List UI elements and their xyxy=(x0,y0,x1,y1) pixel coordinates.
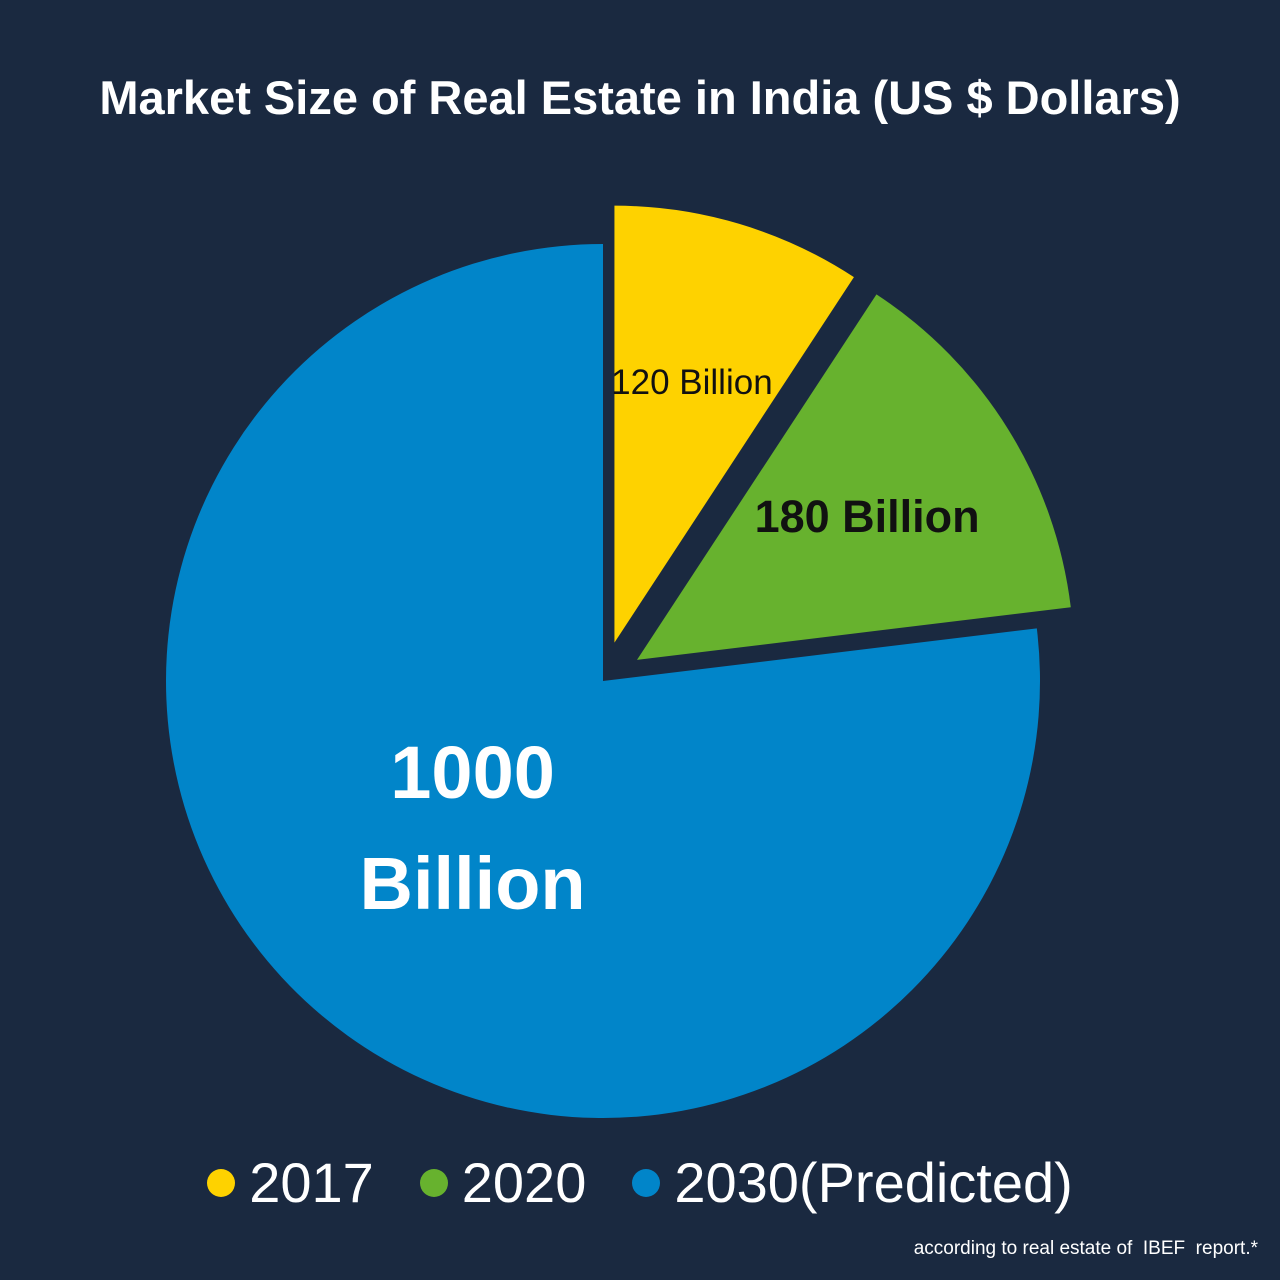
legend-marker xyxy=(419,1168,448,1197)
pie-slice xyxy=(165,244,1040,1119)
chart-title: Market Size of Real Estate in India (US … xyxy=(99,71,1181,124)
legend-item: 2017 xyxy=(207,1150,374,1215)
legend-label: 2017 xyxy=(249,1151,374,1214)
footnote: according to real estate of IBEF report.… xyxy=(913,1238,1258,1259)
legend-marker xyxy=(632,1168,661,1197)
legend-marker xyxy=(207,1168,236,1197)
pie-slice xyxy=(614,205,854,643)
slice-label: 180 Billion xyxy=(754,490,980,542)
slice-label: 1000 Billion xyxy=(359,731,586,926)
legend-label: 2020 xyxy=(461,1151,587,1214)
legend-item: 2020 xyxy=(419,1150,587,1215)
slice-label: 120 Billion xyxy=(611,363,773,403)
legend-label: 2030(Predicted) xyxy=(674,1151,1073,1214)
legend: 2017 2020 2030(Predicted) xyxy=(0,1150,1280,1215)
legend-item: 2030(Predicted) xyxy=(632,1150,1073,1215)
pie-slice xyxy=(636,294,1071,660)
